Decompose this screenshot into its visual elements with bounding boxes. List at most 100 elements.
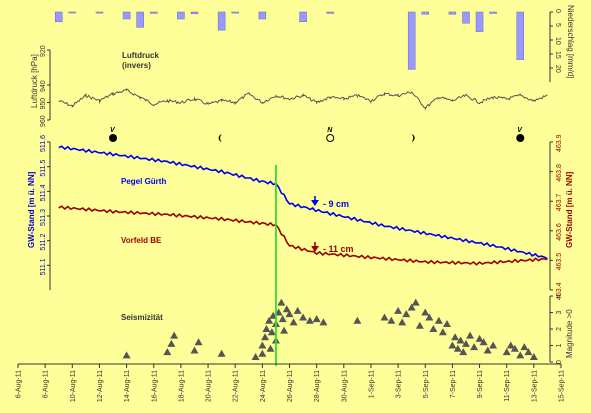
- precip-bar: [258, 11, 267, 20]
- annotation-pegel-guerth: - 9 cm: [323, 199, 349, 209]
- precipitation-panel: 0 5 10 15 20: [54, 9, 561, 82]
- gw-right-axis-label: GW-Stand [m ü. NN]: [565, 171, 574, 248]
- precip-bar: [136, 11, 144, 28]
- precip-tick-label: 15: [554, 51, 561, 59]
- series-label-pegel-guerth: Pegel Gürth: [121, 177, 166, 186]
- precip-bar: [190, 11, 199, 14]
- seismic-event-marker: [251, 353, 260, 361]
- seismicity-tick-label: 3: [556, 311, 563, 315]
- moon-full-symbol: [109, 134, 118, 142]
- moon-full-symbol: [516, 134, 525, 142]
- seismic-event-marker: [190, 346, 199, 354]
- seismic-event-marker: [394, 306, 403, 314]
- x-tick-label: 10-Aug-11: [70, 370, 77, 402]
- pressure-tick-label: 960: [40, 115, 47, 127]
- seismic-event-marker: [438, 328, 447, 336]
- annotation-vorfeld-be: - 11 cm: [323, 244, 354, 254]
- precip-tick-label: 20: [554, 65, 561, 73]
- precip-bar: [407, 11, 416, 70]
- seismic-event-marker: [429, 325, 438, 332]
- seismicity-tick-label: 2: [556, 327, 563, 331]
- x-tick-label: 8-Aug-11: [43, 370, 50, 398]
- seismic-event-marker: [407, 303, 416, 311]
- precip-tick-label: 5: [554, 23, 561, 27]
- seismic-event-marker: [520, 343, 529, 351]
- pressure-panel: 920 940 950 960: [40, 45, 548, 127]
- seismic-event-marker: [289, 318, 298, 326]
- seismic-event-marker: [258, 349, 267, 357]
- seismic-event-marker: [475, 334, 484, 342]
- seismic-event-marker: [483, 346, 492, 354]
- seismic-event-marker: [434, 316, 443, 324]
- seismic-event-marker: [510, 344, 519, 352]
- x-tick-label: 6-Aug-11: [16, 370, 23, 398]
- seismic-event-marker: [516, 351, 525, 359]
- moon-last-quarter-symbol: [218, 134, 223, 142]
- moon-letter: V: [517, 127, 523, 134]
- seismic-event-marker: [466, 331, 475, 339]
- precip-bar: [475, 11, 484, 32]
- seismic-event-marker: [387, 316, 396, 324]
- precip-bar: [299, 11, 307, 23]
- precip-bar: [231, 11, 239, 14]
- x-tick-label: 28-Aug-11: [314, 370, 321, 402]
- seismic-event-marker: [415, 321, 424, 329]
- gw-right-tick-label: 463.8: [556, 164, 563, 182]
- x-tick-label: 11-Sep-11: [504, 370, 511, 402]
- seismic-event-marker: [442, 320, 451, 328]
- seismic-event-marker: [167, 339, 176, 347]
- seismic-event-marker: [265, 316, 274, 324]
- x-tick-label: 30-Aug-11: [341, 370, 348, 402]
- moon-letter: N: [327, 127, 333, 134]
- moon-letter: V: [110, 127, 116, 134]
- seismic-event-marker: [489, 341, 498, 349]
- seismic-event-marker: [425, 313, 434, 321]
- x-tick-label: 5-Sep-11: [423, 370, 430, 398]
- seismic-event-marker: [258, 341, 267, 349]
- arrow-vorfeld-be-head: [311, 246, 319, 252]
- precip-bar: [177, 11, 185, 20]
- series-label-vorfeld-be: Vorfeld BE: [121, 236, 162, 245]
- seismic-event-marker: [453, 344, 462, 352]
- pressure-tick-label: 950: [40, 98, 47, 110]
- x-tick-label: 20-Aug-11: [206, 370, 213, 402]
- seismic-event-marker: [277, 298, 286, 306]
- gw-left-tick-label: 511.3: [40, 209, 47, 226]
- seismic-event-marker: [502, 348, 511, 356]
- precip-bar: [68, 11, 77, 14]
- seismicity-tick-label: 1: [556, 344, 563, 348]
- precip-axis-label: Niederschlag [mm/d]: [566, 5, 575, 78]
- seismic-event-marker: [278, 315, 287, 323]
- seismic-event-marker: [402, 310, 411, 318]
- seismic-event-marker: [451, 333, 460, 341]
- pressure-label-line1: Luftdruck: [122, 51, 159, 60]
- seismicity-label: Seismizität: [121, 313, 163, 322]
- seismic-event-marker: [529, 353, 538, 361]
- seismic-event-marker: [461, 339, 470, 347]
- gw-right-tick-label: 463.4: [556, 282, 563, 300]
- seismic-event-marker: [194, 338, 203, 346]
- precip-bar: [448, 11, 457, 15]
- precip-bar: [150, 11, 158, 14]
- seismic-event-marker: [456, 336, 465, 344]
- x-axis: 6-Aug-11 8-Aug-11 10-Aug-11 12-Aug-11 14-Aug…: [16, 363, 566, 402]
- x-tick-label: 24-Aug-11: [260, 370, 267, 402]
- seismic-event-marker: [262, 325, 271, 332]
- seismic-event-marker: [470, 343, 479, 351]
- x-tick-label: 22-Aug-11: [233, 370, 240, 402]
- seismicity-panel: 0 1 2 3 4: [122, 294, 563, 364]
- seismic-event-marker: [285, 310, 294, 318]
- x-tick-label: 7-Sep-11: [450, 370, 457, 398]
- gw-left-tick-label: 511.6: [40, 135, 47, 152]
- precip-bar: [95, 11, 104, 14]
- seismic-event-marker: [261, 333, 270, 341]
- gw-right-tick-label: 463.6: [556, 223, 563, 241]
- moon-first-quarter-symbol: [410, 134, 415, 142]
- x-tick-label: 18-Aug-11: [178, 370, 185, 402]
- gw-left-tick-label: 511.1: [40, 258, 47, 275]
- pressure-label-line2: (invers): [122, 61, 151, 70]
- seismic-event-marker: [421, 308, 430, 316]
- seismic-event-marker: [217, 349, 226, 357]
- x-tick-label: 14-Aug-11: [124, 370, 131, 402]
